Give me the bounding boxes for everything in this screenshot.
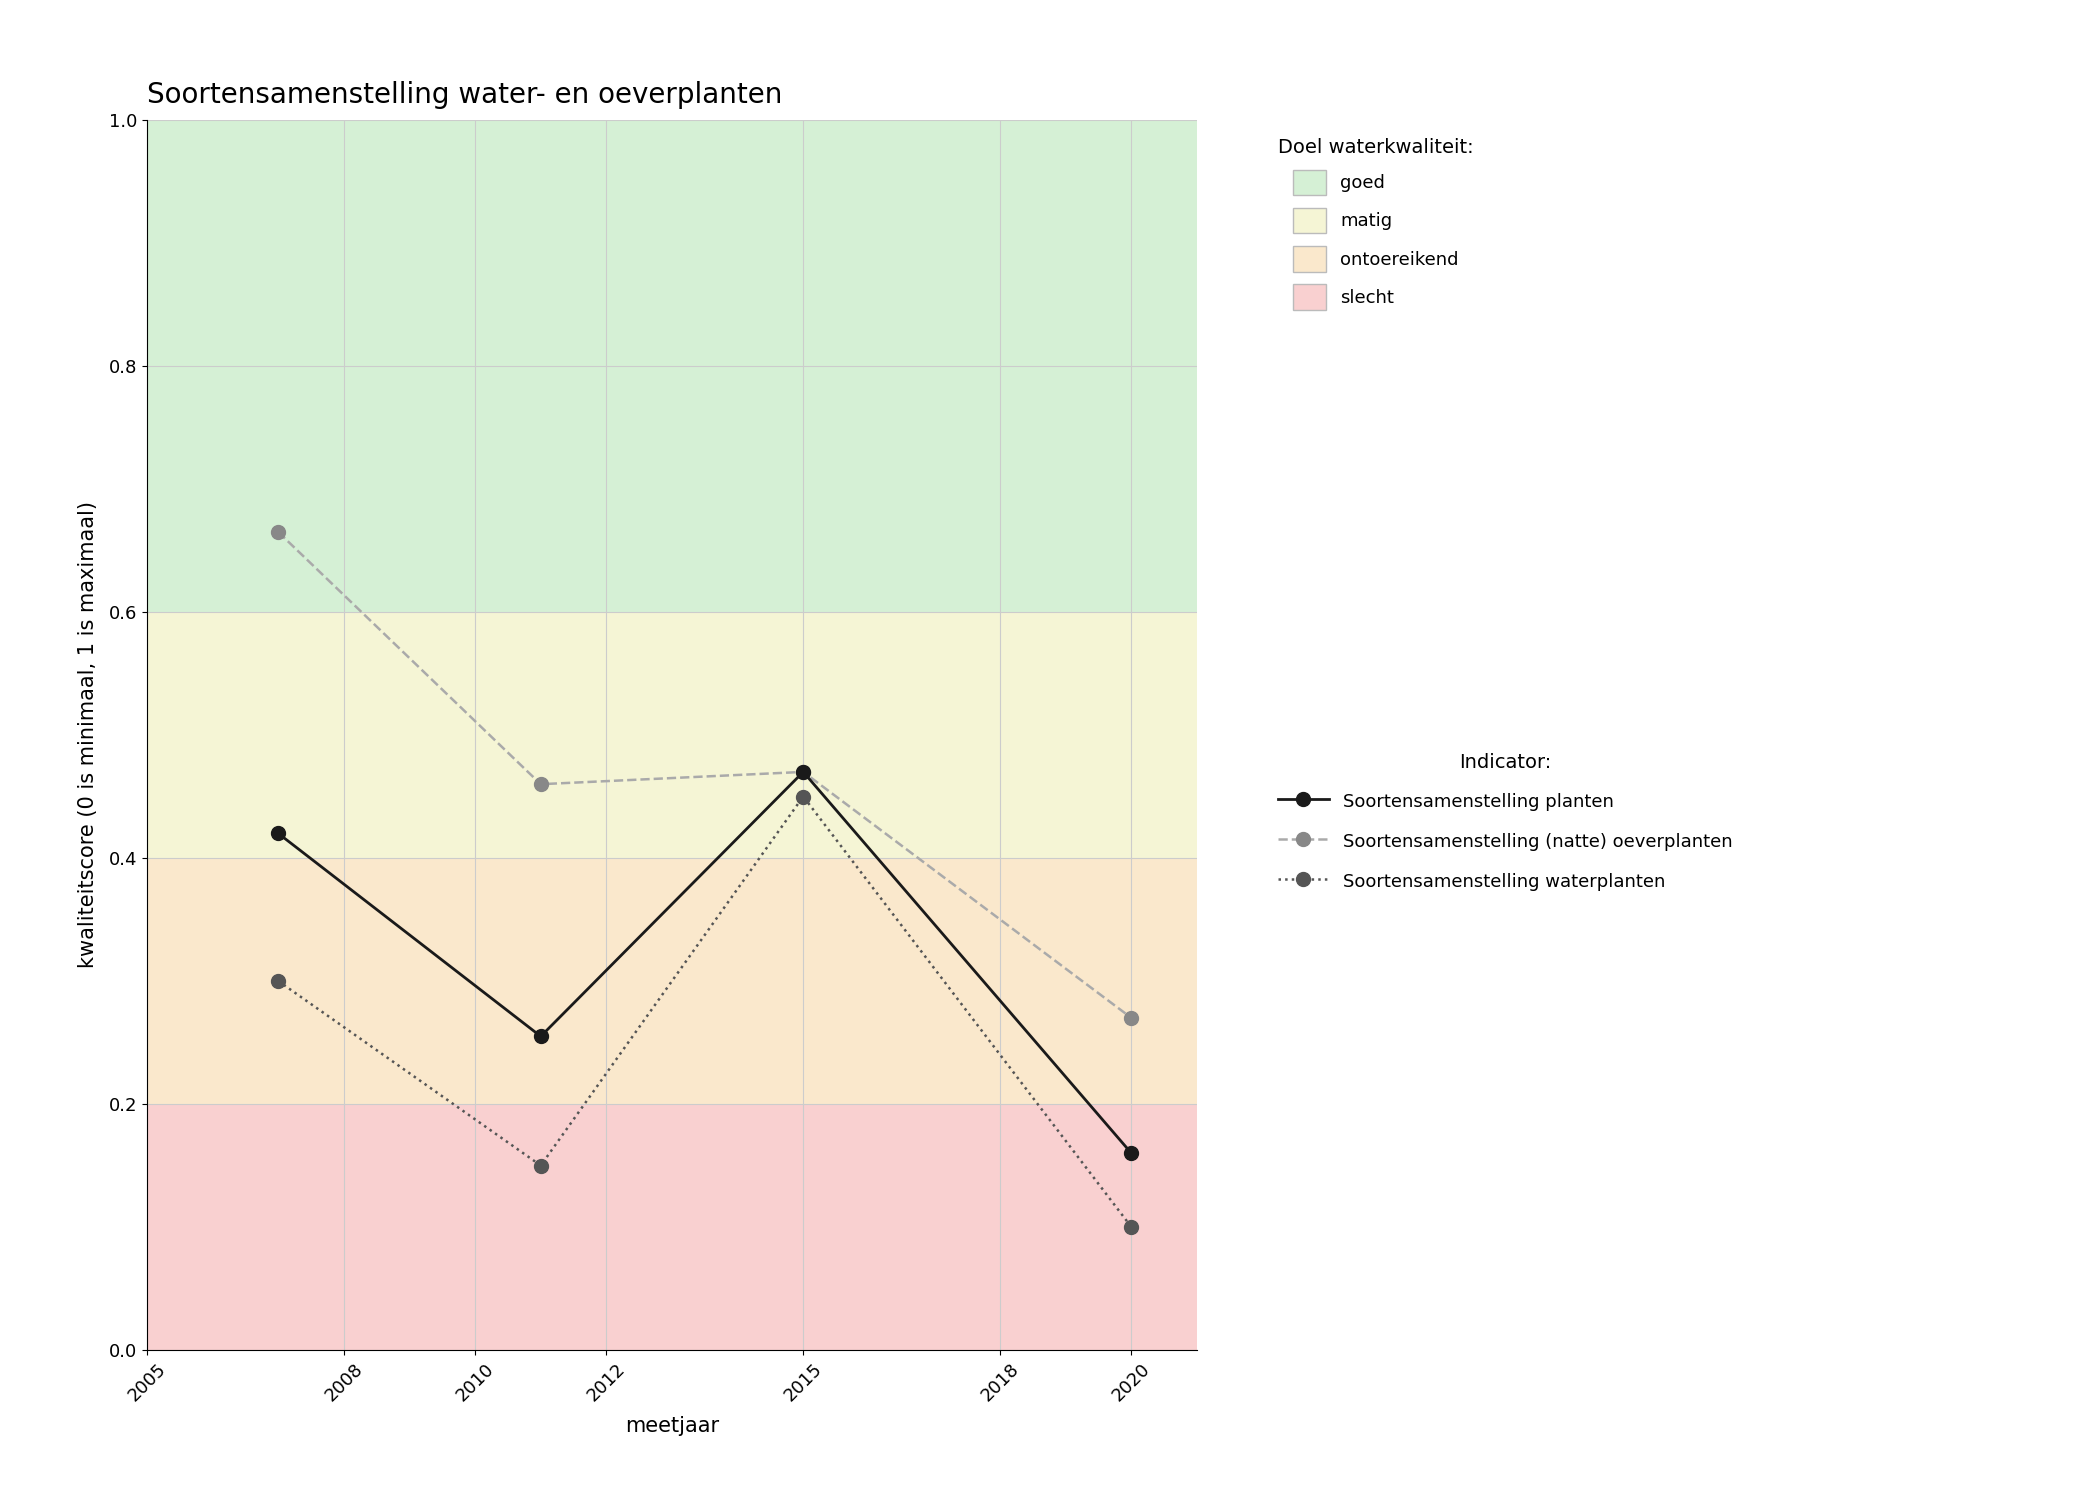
Bar bbox=[147, 858, 1197, 1104]
Bar bbox=[147, 1104, 1197, 1350]
Legend: Soortensamenstelling planten, Soortensamenstelling (natte) oeverplanten, Soorten: Soortensamenstelling planten, Soortensam… bbox=[1268, 744, 1741, 902]
Bar bbox=[147, 612, 1197, 858]
X-axis label: meetjaar: meetjaar bbox=[626, 1416, 718, 1436]
Y-axis label: kwaliteitscore (0 is minimaal, 1 is maximaal): kwaliteitscore (0 is minimaal, 1 is maxi… bbox=[78, 501, 99, 969]
Bar bbox=[147, 120, 1197, 612]
Text: Soortensamenstelling water- en oeverplanten: Soortensamenstelling water- en oeverplan… bbox=[147, 81, 783, 110]
